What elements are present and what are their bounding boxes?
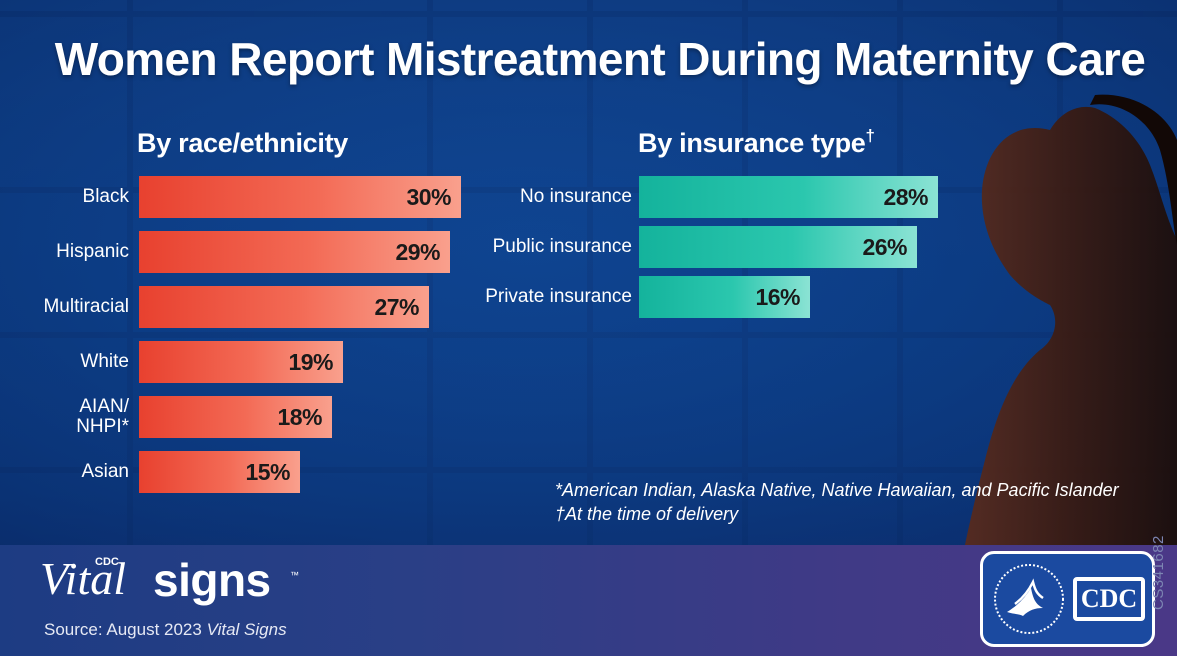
source-publication: Vital Signs (206, 620, 287, 639)
race-label-line: Asian (81, 461, 129, 482)
race-bar-2: 27% (139, 286, 429, 328)
race-value-label-5: 15% (245, 459, 290, 485)
insurance-value-label-0: 28% (883, 184, 928, 210)
race-label-3: White (80, 352, 129, 372)
race-value-label-0: 30% (406, 184, 451, 210)
hhs-eagle-icon (994, 564, 1064, 634)
race-label-line: Hispanic (56, 241, 129, 262)
race-value-label-4: 18% (277, 404, 322, 430)
chart-insurance-title-text: By insurance type (638, 128, 866, 158)
insurance-bar-0: 28% (639, 176, 938, 218)
page-title: Women Report Mistreatment During Materni… (54, 33, 1146, 85)
insurance-bar-2: 16% (639, 276, 810, 318)
race-label-2: Multiracial (43, 297, 129, 317)
source-prefix: Source: August 2023 (44, 620, 207, 639)
race-value-label-3: 19% (288, 349, 333, 375)
race-label-0: Black (83, 187, 129, 207)
race-value-label-2: 27% (374, 294, 419, 320)
insurance-label-line: Private insurance (485, 286, 632, 307)
race-label-line: NHPI* (76, 416, 129, 437)
footnote-aian-nhpi: *American Indian, Alaska Native, Native … (555, 480, 1119, 500)
race-label-4: AIAN/NHPI* (76, 397, 129, 437)
chart-race-title-text: By race/ethnicity (137, 128, 348, 158)
race-label-1: Hispanic (56, 242, 129, 262)
race-bar-5: 15% (139, 451, 300, 493)
race-bar-4: 18% (139, 396, 332, 438)
race-bar-0: 30% (139, 176, 461, 218)
footnote-delivery: †At the time of delivery (555, 504, 739, 524)
insurance-label-line: No insurance (520, 186, 632, 207)
race-label-5: Asian (81, 462, 129, 482)
race-label-line: Black (82, 186, 129, 207)
insurance-label-line: Public insurance (492, 236, 632, 257)
chart-race-title: By race/ethnicity (137, 128, 348, 159)
insurance-label-0: No insurance (520, 187, 632, 207)
chart-insurance-title: By insurance type† (638, 126, 875, 159)
dagger-mark: † (865, 126, 875, 145)
document-code: CS341682 (1150, 535, 1167, 610)
race-label-line: White (80, 351, 129, 372)
cdc-logo-text: CDC (1077, 581, 1141, 617)
insurance-value-label-2: 16% (755, 284, 800, 310)
race-value-label-1: 29% (395, 239, 440, 265)
vital-signs-logo-vital: Vital (40, 553, 127, 604)
source-line: Source: August 2023 Vital Signs (44, 620, 287, 640)
trademark-mark: ™ (290, 570, 299, 580)
race-label-line: AIAN/ (79, 396, 129, 417)
pregnant-woman-silhouette (965, 94, 1177, 545)
race-bar-3: 19% (139, 341, 343, 383)
vital-signs-logo-signs: signs (153, 554, 271, 606)
race-label-line: Multiracial (43, 296, 129, 317)
insurance-value-label-1: 26% (862, 234, 907, 260)
insurance-label-1: Public insurance (493, 237, 632, 257)
vital-signs-logo-cdc: CDC (95, 556, 119, 568)
race-bar-1: 29% (139, 231, 450, 273)
insurance-bar-1: 26% (639, 226, 917, 268)
cdc-logo-badge: CDC (1073, 577, 1145, 621)
insurance-label-2: Private insurance (485, 287, 632, 307)
